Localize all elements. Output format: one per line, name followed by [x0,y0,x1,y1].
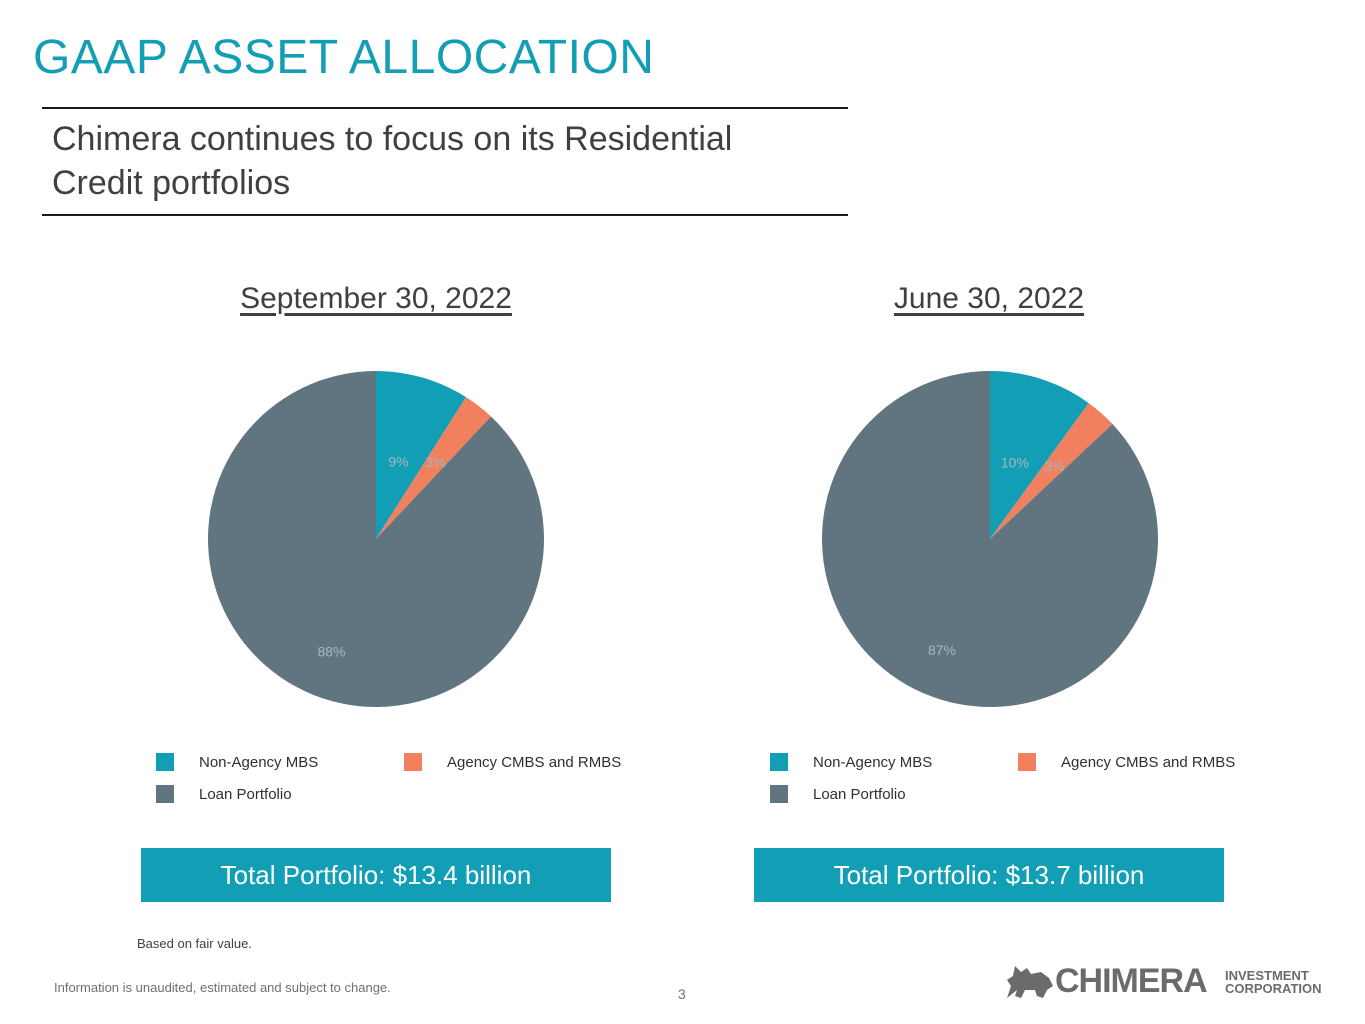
pie-label-non-agency: 10% [1001,454,1029,470]
pie-label-loan: 87% [928,642,956,658]
pie-label-non-agency: 9% [388,454,408,470]
page-subtitle: Chimera continues to focus on its Reside… [52,120,733,202]
footnote: Based on fair value. [137,936,252,951]
legend-swatch-non-agency [156,753,174,771]
chimera-beast-icon [1007,966,1053,998]
pie-slice-agency [376,397,492,539]
logo-sub-line2: CORPORATION [1225,981,1322,996]
pie-slice-loan [208,371,544,707]
pie-chart-sep: 9% 3% 88% [208,371,544,707]
pie-slice-non-agency [376,371,467,539]
legend-label-non-agency: Non-Agency MBS [813,754,933,771]
chart-title-sep: September 30, 2022 [240,282,512,315]
legend-label-loan: Loan Portfolio [813,786,906,803]
pie-slice-agency [990,403,1113,539]
legend-swatch-loan [770,785,788,803]
page-number: 3 [678,986,686,1002]
logo-wordmark: CHIMERA [1055,962,1208,1000]
pie-label-loan: 88% [317,643,345,659]
legend-swatch-loan [156,785,174,803]
pie-label-agency: 3% [426,454,446,470]
pie-slice-non-agency [990,371,1089,539]
legend-label-non-agency: Non-Agency MBS [199,754,319,771]
company-logo: CHIMERA INVESTMENT CORPORATION [1003,958,1343,1004]
legend-swatch-agency [404,753,422,771]
legend-swatch-agency [1018,753,1036,771]
legend-label-agency: Agency CMBS and RMBS [1061,754,1236,771]
total-portfolio-sep: Total Portfolio: $13.4 billion [141,848,611,902]
pie-label-agency: 3% [1044,458,1064,474]
pie-chart-jun: 10% 3% 87% [822,371,1158,707]
bottom-divider [42,214,848,216]
page-title: GAAP ASSET ALLOCATION [33,31,655,84]
total-portfolio-jun: Total Portfolio: $13.7 billion [754,848,1224,902]
pie-slice-loan [822,371,1158,707]
legend-swatch-non-agency [770,753,788,771]
chart-title-jun: June 30, 2022 [893,282,1085,315]
legend-label-agency: Agency CMBS and RMBS [447,754,622,771]
logo-sub-line1: INVESTMENT [1225,968,1309,983]
top-divider [42,107,848,109]
legend-label-loan: Loan Portfolio [199,786,292,803]
disclaimer: Information is unaudited, estimated and … [54,980,391,995]
